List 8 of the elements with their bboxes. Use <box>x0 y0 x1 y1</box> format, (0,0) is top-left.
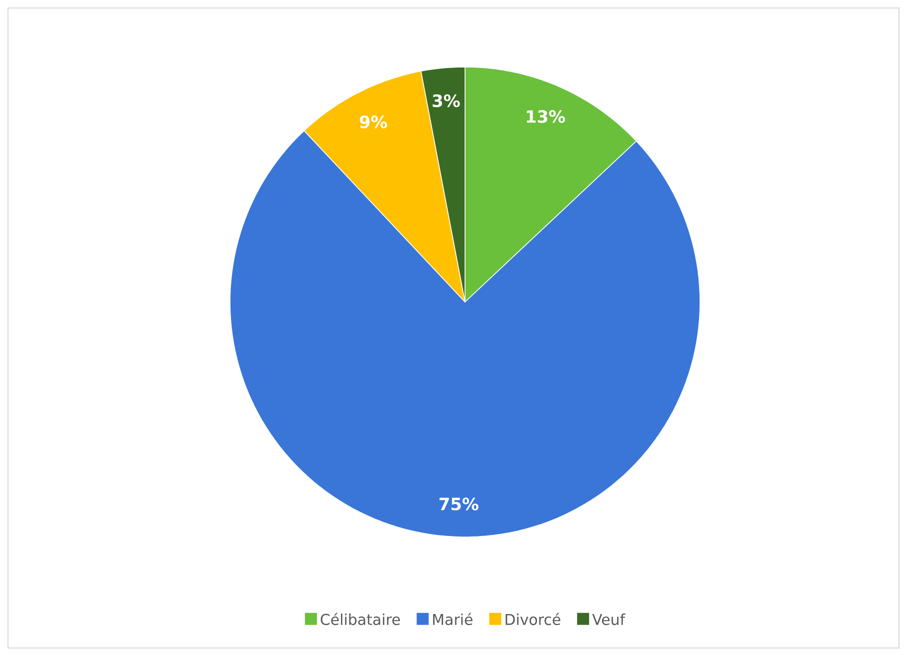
legend-label: Divorcé <box>506 612 560 626</box>
data-label: 3% <box>432 94 460 108</box>
legend-label: Célibataire <box>320 612 400 626</box>
data-label: 75% <box>440 498 478 510</box>
data-label: 13% <box>526 110 566 123</box>
legend-label: Marié <box>433 612 472 626</box>
legend-label: Veuf <box>592 614 626 626</box>
data-label: 9% <box>360 115 388 128</box>
